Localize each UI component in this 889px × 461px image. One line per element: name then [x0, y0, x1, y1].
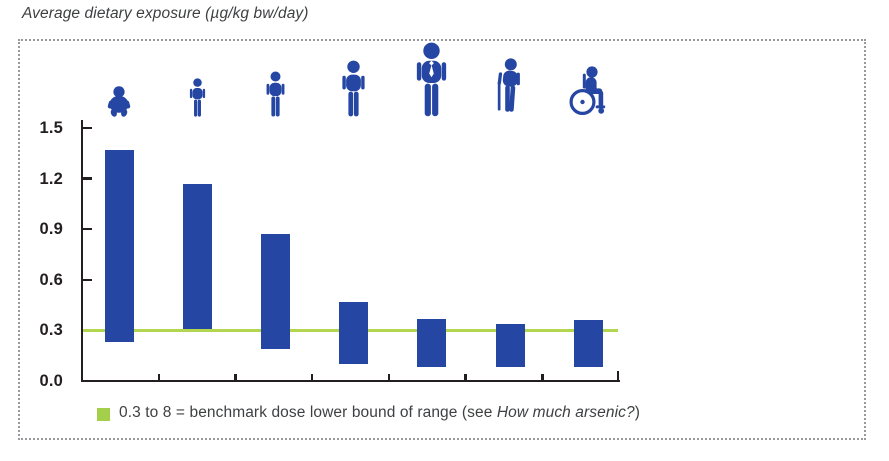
y-tick-label: 1.5 [39, 119, 63, 137]
x-axis-line [80, 379, 621, 383]
x-tick [234, 373, 237, 380]
chart-title: Average dietary exposure (µg/kg bw/day) [22, 5, 309, 22]
adult-with-tie-icon [417, 42, 447, 117]
adolescent-icon [342, 60, 365, 117]
exposure-bar-adolescents [339, 301, 369, 365]
y-tick-label: 0.9 [39, 220, 63, 239]
x-tick [541, 373, 544, 380]
legend-text-prefix: 0.3 to 8 = benchmark dose lower bound of… [119, 404, 497, 421]
y-tick-label: 0.0 [39, 372, 63, 390]
y-axis-line [80, 120, 84, 383]
exposure-bar-elderly [495, 323, 525, 368]
exposure-bar-children [260, 234, 290, 349]
legend-text-suffix: ) [634, 404, 640, 421]
legend-text: 0.3 to 8 = benchmark dose lower bound of… [119, 404, 640, 422]
elderly-with-cane-icon [497, 58, 520, 112]
y-tick-1.2 [82, 177, 92, 180]
exposure-bar-infants [104, 149, 134, 343]
y-tick-label: 0.6 [39, 270, 63, 289]
icon-toddler [157, 78, 237, 117]
x-axis-end-tick [616, 370, 619, 380]
x-tick [157, 373, 160, 380]
legend: 0.3 to 8 = benchmark dose lower bound of… [97, 404, 640, 422]
person-in-wheelchair-icon [569, 66, 606, 115]
x-tick [464, 373, 467, 380]
y-tick-1.5 [82, 126, 92, 130]
child-icon [266, 71, 285, 117]
icon-adolescent [314, 60, 394, 117]
y-tick-label: 0.3 [39, 321, 63, 340]
exposure-bar-adults [417, 318, 447, 368]
y-tick-0.9 [82, 227, 92, 231]
exposure-bar-toddlers [182, 183, 212, 329]
exposure-bar-very-elderly [573, 320, 603, 368]
toddler-icon [189, 78, 205, 117]
chart-frame-border [18, 39, 866, 440]
icon-child [235, 71, 315, 117]
icon-wheelchair [548, 64, 628, 117]
legend-text-italic: How much arsenic? [496, 404, 635, 421]
x-tick [387, 373, 391, 380]
infant-icon [107, 86, 131, 117]
icon-adult [392, 42, 472, 117]
x-tick [310, 373, 314, 380]
legend-green-swatch-icon [97, 408, 110, 421]
y-tick-label: 1.2 [39, 169, 63, 188]
icon-elderly [470, 54, 550, 117]
y-tick-0.6 [82, 278, 92, 282]
icon-infant [79, 86, 159, 117]
